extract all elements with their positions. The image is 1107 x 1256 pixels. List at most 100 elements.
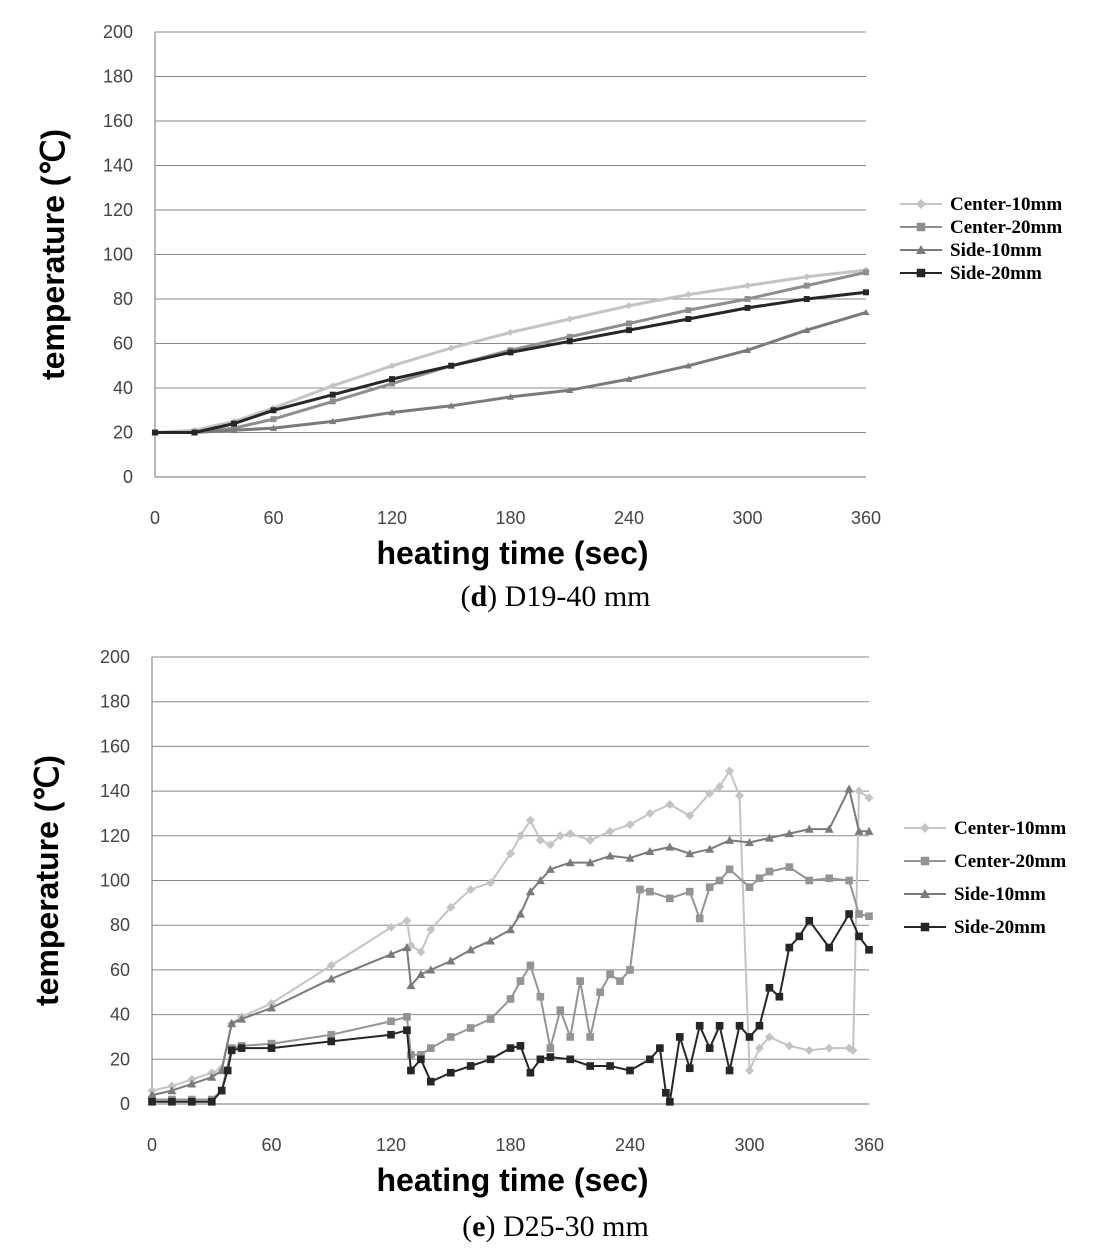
- data-point: [675, 1033, 684, 1041]
- data-point: [545, 864, 555, 873]
- data-point: [535, 835, 545, 845]
- y-tick-label: 100: [100, 871, 130, 891]
- figure-caption: (e) D25-30 mm: [462, 1210, 649, 1243]
- legend-marker: [920, 856, 930, 866]
- y-axis-title: temperature (℃): [29, 755, 65, 1006]
- data-point: [745, 883, 754, 892]
- data-point: [526, 1068, 535, 1077]
- data-point: [684, 362, 692, 369]
- x-tick-label: 360: [851, 508, 881, 528]
- data-point: [764, 1032, 774, 1042]
- data-point: [516, 977, 525, 985]
- data-point: [685, 316, 692, 322]
- data-point: [625, 820, 635, 830]
- data-point: [566, 338, 573, 345]
- data-point: [417, 1051, 425, 1059]
- data-point: [387, 1030, 395, 1039]
- series-line: [155, 290, 867, 434]
- data-point: [863, 289, 869, 296]
- data-point: [645, 846, 655, 856]
- data-point: [389, 376, 395, 383]
- data-point: [803, 273, 811, 281]
- legend-marker: [916, 199, 926, 209]
- x-tick-label: 240: [615, 1135, 645, 1155]
- data-point: [646, 1055, 654, 1064]
- data-point: [515, 831, 525, 841]
- data-point: [705, 788, 715, 798]
- data-point: [227, 1046, 236, 1055]
- data-point: [745, 1033, 754, 1041]
- data-point: [446, 902, 456, 912]
- data-point: [606, 1062, 614, 1070]
- data-point: [207, 1072, 217, 1081]
- data-point: [536, 992, 545, 1001]
- chart-0: 0 20 40 60 80 100 120 140 160 180 200 0 60 120 180 240 3…: [35, 22, 1062, 613]
- data-point: [525, 887, 535, 896]
- y-tick-label: 120: [100, 826, 130, 846]
- data-point: [466, 1062, 475, 1070]
- legend-label: Center-10mm: [950, 194, 1062, 215]
- data-point: [516, 1042, 525, 1050]
- data-point: [447, 344, 455, 352]
- legend-label: Side-10mm: [954, 884, 1046, 905]
- data-point: [735, 1021, 744, 1030]
- legend-label: Center-10mm: [954, 818, 1066, 839]
- series-Side-20mm: [148, 910, 873, 1106]
- y-tick-label: 80: [110, 915, 130, 935]
- data-point: [865, 912, 873, 921]
- y-tick-label: 180: [103, 67, 133, 87]
- data-point: [695, 914, 704, 923]
- y-tick-label: 160: [100, 736, 130, 756]
- data-point: [546, 1044, 555, 1052]
- data-point: [217, 1086, 226, 1095]
- data-point: [725, 865, 734, 874]
- data-point: [388, 362, 396, 370]
- data-point: [417, 1055, 425, 1064]
- data-point: [267, 1039, 276, 1048]
- series-Side-10mm: [147, 784, 874, 1099]
- data-point: [386, 922, 396, 932]
- x-tick-label: 0: [150, 508, 160, 528]
- x-tick-label: 120: [377, 508, 407, 528]
- y-tick-label: 20: [113, 423, 133, 443]
- data-point: [705, 1044, 714, 1052]
- data-point: [486, 936, 496, 945]
- data-point: [447, 402, 455, 409]
- data-point: [585, 858, 595, 867]
- data-point: [845, 876, 853, 885]
- y-tick-label: 200: [103, 22, 133, 42]
- data-point: [525, 815, 535, 825]
- data-point: [845, 910, 853, 918]
- y-tick-label: 200: [100, 647, 130, 667]
- legend-label: Side-20mm: [954, 917, 1046, 938]
- data-point: [824, 824, 834, 833]
- data-point: [855, 910, 863, 918]
- data-point: [536, 1055, 545, 1064]
- series-line: [152, 866, 870, 1101]
- data-point: [715, 1021, 724, 1030]
- data-point: [586, 1033, 594, 1041]
- y-tick-label: 140: [103, 156, 133, 176]
- y-tick-label: 0: [123, 467, 133, 487]
- data-point: [795, 932, 804, 941]
- data-point: [526, 961, 535, 970]
- x-axis-title: heating time (sec): [376, 535, 648, 571]
- data-point: [684, 291, 692, 299]
- data-point: [765, 867, 774, 876]
- data-point: [596, 988, 604, 997]
- data-point: [785, 863, 794, 871]
- data-point: [223, 1066, 232, 1075]
- data-point: [270, 407, 277, 414]
- data-point: [626, 1066, 634, 1075]
- data-point: [803, 282, 810, 289]
- x-tick-label: 300: [732, 508, 762, 528]
- data-point: [685, 1064, 694, 1073]
- data-point: [448, 362, 455, 369]
- data-point: [715, 782, 725, 792]
- legend-marker: [916, 268, 926, 278]
- data-point: [803, 296, 810, 302]
- data-point: [327, 1030, 336, 1039]
- legend-label: Side-10mm: [950, 240, 1042, 261]
- data-point: [556, 1006, 565, 1014]
- data-point: [585, 835, 595, 845]
